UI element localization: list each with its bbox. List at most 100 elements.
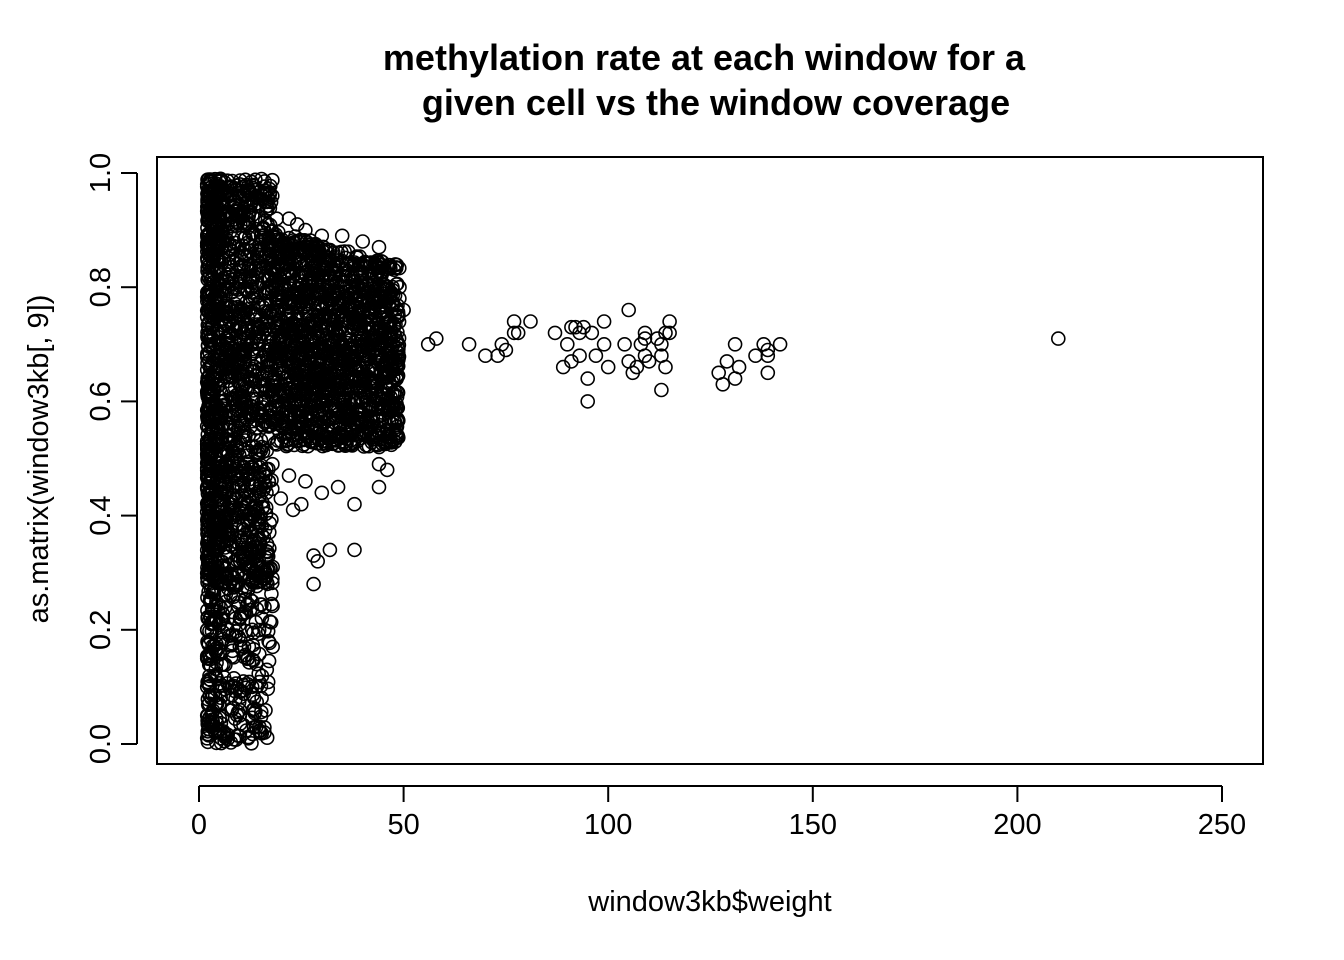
data-point bbox=[283, 369, 299, 385]
data-point bbox=[347, 496, 362, 512]
y-tick-label: 0.8 bbox=[85, 267, 117, 307]
x-tick-label: 50 bbox=[387, 809, 419, 841]
data-point bbox=[200, 347, 215, 362]
data-point bbox=[230, 595, 246, 610]
data-point bbox=[246, 550, 261, 565]
x-tick-label: 150 bbox=[789, 809, 837, 841]
data-point bbox=[338, 411, 354, 426]
data-point bbox=[238, 364, 254, 380]
data-point bbox=[547, 325, 563, 341]
data-point bbox=[281, 380, 296, 396]
data-point bbox=[214, 527, 229, 543]
data-point bbox=[385, 354, 401, 369]
data-point bbox=[245, 687, 261, 703]
data-point bbox=[584, 325, 600, 341]
data-point bbox=[506, 314, 522, 329]
data-point bbox=[222, 314, 238, 330]
data-point bbox=[265, 415, 281, 430]
y-axis: 0.0 0.2 0.4 0.6 0.8 1.0 bbox=[85, 153, 138, 764]
data-point bbox=[216, 656, 231, 672]
data-points bbox=[199, 171, 1066, 751]
data-point bbox=[318, 252, 334, 268]
data-point bbox=[244, 679, 260, 695]
data-point bbox=[281, 360, 297, 375]
data-point bbox=[388, 257, 403, 272]
y-tick-label: 1.0 bbox=[85, 153, 117, 193]
data-point bbox=[355, 330, 370, 346]
data-point bbox=[216, 588, 231, 603]
data-point bbox=[329, 414, 345, 429]
data-point bbox=[588, 348, 604, 364]
y-tick-label: 0.0 bbox=[85, 724, 117, 764]
data-point bbox=[228, 624, 244, 639]
data-point bbox=[208, 668, 223, 683]
data-point bbox=[212, 696, 227, 712]
data-point bbox=[225, 539, 240, 555]
data-point bbox=[343, 381, 359, 396]
data-point bbox=[291, 312, 307, 328]
data-point bbox=[268, 345, 283, 361]
data-point bbox=[228, 469, 243, 484]
data-point bbox=[296, 432, 312, 448]
data-point bbox=[224, 679, 239, 695]
data-point bbox=[243, 557, 259, 573]
data-point bbox=[219, 444, 235, 460]
plot-frame bbox=[156, 156, 1264, 765]
data-point bbox=[382, 335, 398, 351]
data-point bbox=[229, 492, 244, 507]
data-point bbox=[330, 245, 346, 260]
data-point bbox=[381, 414, 397, 430]
data-point bbox=[461, 336, 477, 352]
data-point bbox=[200, 325, 215, 340]
data-point bbox=[760, 348, 776, 364]
data-point bbox=[374, 364, 389, 380]
data-point bbox=[209, 575, 225, 591]
data-point bbox=[371, 257, 387, 272]
data-point bbox=[232, 708, 248, 723]
y-tick-label: 0.6 bbox=[85, 381, 117, 421]
data-point bbox=[253, 704, 269, 720]
data-point bbox=[371, 263, 387, 279]
data-point bbox=[214, 233, 230, 248]
data-point bbox=[265, 348, 281, 363]
data-point bbox=[380, 391, 396, 407]
data-point bbox=[265, 559, 281, 575]
data-point bbox=[318, 397, 334, 413]
data-point bbox=[264, 586, 279, 602]
y-tick-label: 0.4 bbox=[85, 495, 117, 535]
data-point bbox=[378, 291, 394, 306]
data-point bbox=[212, 196, 227, 212]
data-point bbox=[322, 542, 338, 558]
data-point bbox=[251, 490, 267, 506]
data-point bbox=[199, 460, 215, 476]
data-point bbox=[314, 485, 330, 501]
data-point bbox=[214, 498, 230, 514]
data-point bbox=[355, 414, 370, 430]
data-point bbox=[344, 301, 360, 317]
data-point bbox=[261, 524, 277, 540]
data-point bbox=[377, 435, 392, 451]
data-point bbox=[236, 565, 252, 581]
data-point bbox=[249, 601, 265, 617]
data-point bbox=[233, 301, 249, 316]
data-point bbox=[308, 245, 324, 260]
data-point bbox=[523, 314, 538, 329]
x-axis-label: window3kb$weight bbox=[587, 886, 831, 918]
data-point bbox=[299, 234, 314, 249]
data-point bbox=[203, 463, 219, 478]
data-point bbox=[249, 578, 265, 594]
data-point bbox=[280, 267, 296, 282]
data-point bbox=[259, 547, 275, 562]
data-point bbox=[384, 328, 399, 344]
data-point bbox=[390, 413, 406, 429]
data-point bbox=[293, 395, 309, 411]
data-point bbox=[314, 228, 330, 244]
data-point bbox=[200, 263, 215, 279]
data-point bbox=[772, 336, 788, 352]
data-point bbox=[202, 432, 217, 447]
data-point bbox=[229, 680, 245, 696]
data-point bbox=[368, 436, 383, 452]
data-point bbox=[760, 365, 776, 381]
data-point bbox=[295, 386, 311, 401]
